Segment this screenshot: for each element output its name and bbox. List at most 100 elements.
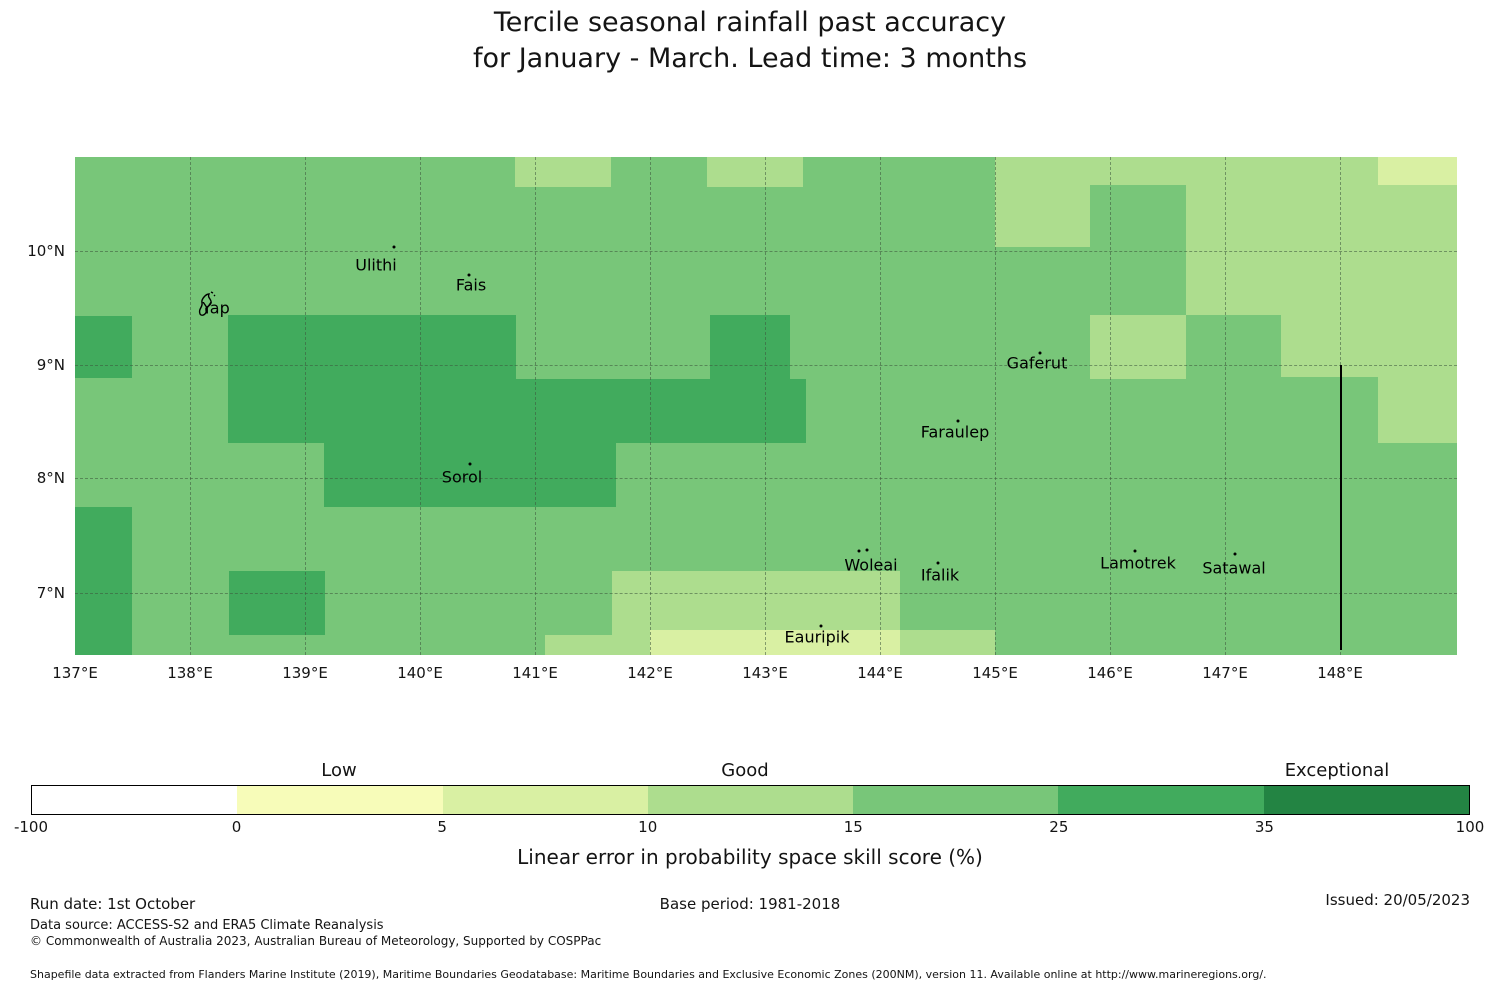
x-axis-tick-label: 148°E — [1317, 664, 1363, 682]
island-marker-dot — [936, 561, 940, 565]
map-cell — [75, 507, 132, 655]
island-marker-dot — [857, 549, 861, 553]
grid-line-horizontal — [75, 251, 1457, 252]
colorbar-tick-label: 0 — [231, 818, 242, 836]
map-cell — [1186, 157, 1378, 185]
colorbar-segment — [1058, 786, 1264, 814]
map-cell — [229, 571, 325, 635]
colorbar-segment — [853, 786, 1059, 814]
run-date-text: Run date: 1st October — [30, 895, 196, 913]
colorbar-section-label: Good — [721, 760, 769, 781]
map-cell — [75, 316, 132, 378]
map-cell — [1090, 315, 1186, 379]
map-cell — [1378, 377, 1457, 443]
colorbar — [31, 785, 1470, 815]
island-marker-dot — [819, 624, 823, 628]
colorbar-segment — [237, 786, 443, 814]
colorbar-tick-label: 5 — [437, 818, 447, 836]
grid-line-vertical — [1110, 157, 1111, 655]
grid-line-vertical — [305, 157, 306, 655]
colorbar-segment — [1263, 786, 1469, 814]
map-cell — [707, 157, 803, 187]
shapefile-note-text: Shapefile data extracted from Flanders M… — [30, 968, 1267, 981]
grid-line-vertical — [765, 157, 766, 655]
grid-line-vertical — [880, 157, 881, 655]
map-cell — [228, 315, 516, 379]
grid-line-vertical — [995, 157, 996, 655]
island-label: Ulithi — [355, 255, 397, 275]
x-axis-tick-label: 137°E — [52, 664, 98, 682]
chart-title-line2: for January - March. Lead time: 3 months — [472, 43, 1028, 74]
x-axis-tick-label: 140°E — [397, 664, 443, 682]
island-label: Sorol — [441, 467, 483, 487]
data-source-text: Data source: ACCESS-S2 and ERA5 Climate … — [30, 918, 384, 933]
island-label: Woleai — [844, 555, 898, 575]
colorbar-tick-label: 15 — [843, 818, 863, 836]
map-cell — [228, 379, 806, 443]
colorbar-segment — [647, 786, 854, 814]
map-area: Yap Ulithi Fais Sorol Gaferut Faraulep Woleai I… — [75, 157, 1457, 655]
y-axis-tick-label: 7°N — [36, 584, 65, 602]
grid-line-vertical — [650, 157, 651, 655]
island-label: Lamotrek — [1100, 553, 1176, 573]
island-marker-dot — [1133, 549, 1137, 553]
y-axis-tick-label: 9°N — [36, 356, 65, 374]
x-axis-tick-label: 147°E — [1202, 664, 1248, 682]
grid-line-horizontal — [75, 593, 1457, 594]
grid-line-vertical — [420, 157, 421, 655]
map-cell — [1186, 185, 1457, 251]
map-cell — [545, 635, 612, 655]
y-axis-tick-label: 8°N — [36, 469, 65, 487]
colorbar-tick-label: 35 — [1254, 818, 1274, 836]
colorbar-xlabel: Linear error in probability space skill … — [517, 845, 983, 869]
island-marker-dot — [1038, 351, 1042, 355]
colorbar-segment — [32, 786, 238, 814]
island-label: Yap — [202, 298, 230, 318]
x-axis-tick-label: 139°E — [282, 664, 328, 682]
map-cell — [995, 157, 1090, 247]
island-marker-dot — [468, 462, 472, 466]
island-label: Satawal — [1202, 558, 1266, 578]
map-cell — [1378, 157, 1457, 185]
map-cell — [1186, 251, 1457, 315]
grid-line-horizontal — [75, 478, 1457, 479]
colorbar-segment — [442, 786, 648, 814]
island-marker-dot — [392, 245, 396, 249]
colorbar-tick-label: -100 — [13, 818, 49, 836]
island-label: Ifalik — [920, 565, 960, 585]
base-period-text: Base period: 1981-2018 — [659, 895, 841, 913]
maritime-boundary-line — [1340, 365, 1342, 650]
colorbar-tick-label: 25 — [1049, 818, 1069, 836]
map-cell — [1090, 157, 1186, 185]
grid-line-vertical — [1225, 157, 1226, 655]
grid-line-vertical — [190, 157, 191, 655]
island-marker-dot — [467, 273, 471, 277]
x-axis-tick-label: 143°E — [742, 664, 788, 682]
x-axis-tick-label: 146°E — [1087, 664, 1133, 682]
copyright-text: © Commonwealth of Australia 2023, Austra… — [30, 934, 602, 948]
colorbar-section-label: Exceptional — [1284, 760, 1390, 781]
map-cell — [710, 315, 790, 379]
map-cell — [1281, 315, 1457, 377]
x-axis-tick-label: 141°E — [512, 664, 558, 682]
island-label: Gaferut — [1006, 353, 1068, 373]
x-axis-tick-label: 138°E — [167, 664, 213, 682]
grid-line-horizontal — [75, 365, 1457, 366]
island-label: Faraulep — [920, 422, 990, 442]
map-cell — [650, 630, 900, 655]
issued-text: Issued: 20/05/2023 — [1325, 891, 1470, 909]
y-axis-tick-label: 10°N — [27, 242, 65, 260]
island-marker-dot — [865, 548, 869, 552]
yap-island-outline — [198, 291, 216, 316]
island-marker-dot — [956, 419, 960, 423]
x-axis-tick-label: 144°E — [857, 664, 903, 682]
colorbar-tick-label: 100 — [1455, 818, 1485, 836]
island-label: Eauripik — [784, 627, 850, 647]
x-axis-tick-label: 142°E — [627, 664, 673, 682]
map-cell — [324, 443, 616, 507]
map-cell — [515, 157, 611, 187]
island-label: Fais — [455, 275, 487, 295]
colorbar-tick-label: 10 — [638, 818, 658, 836]
colorbar-section-label: Low — [321, 760, 357, 781]
